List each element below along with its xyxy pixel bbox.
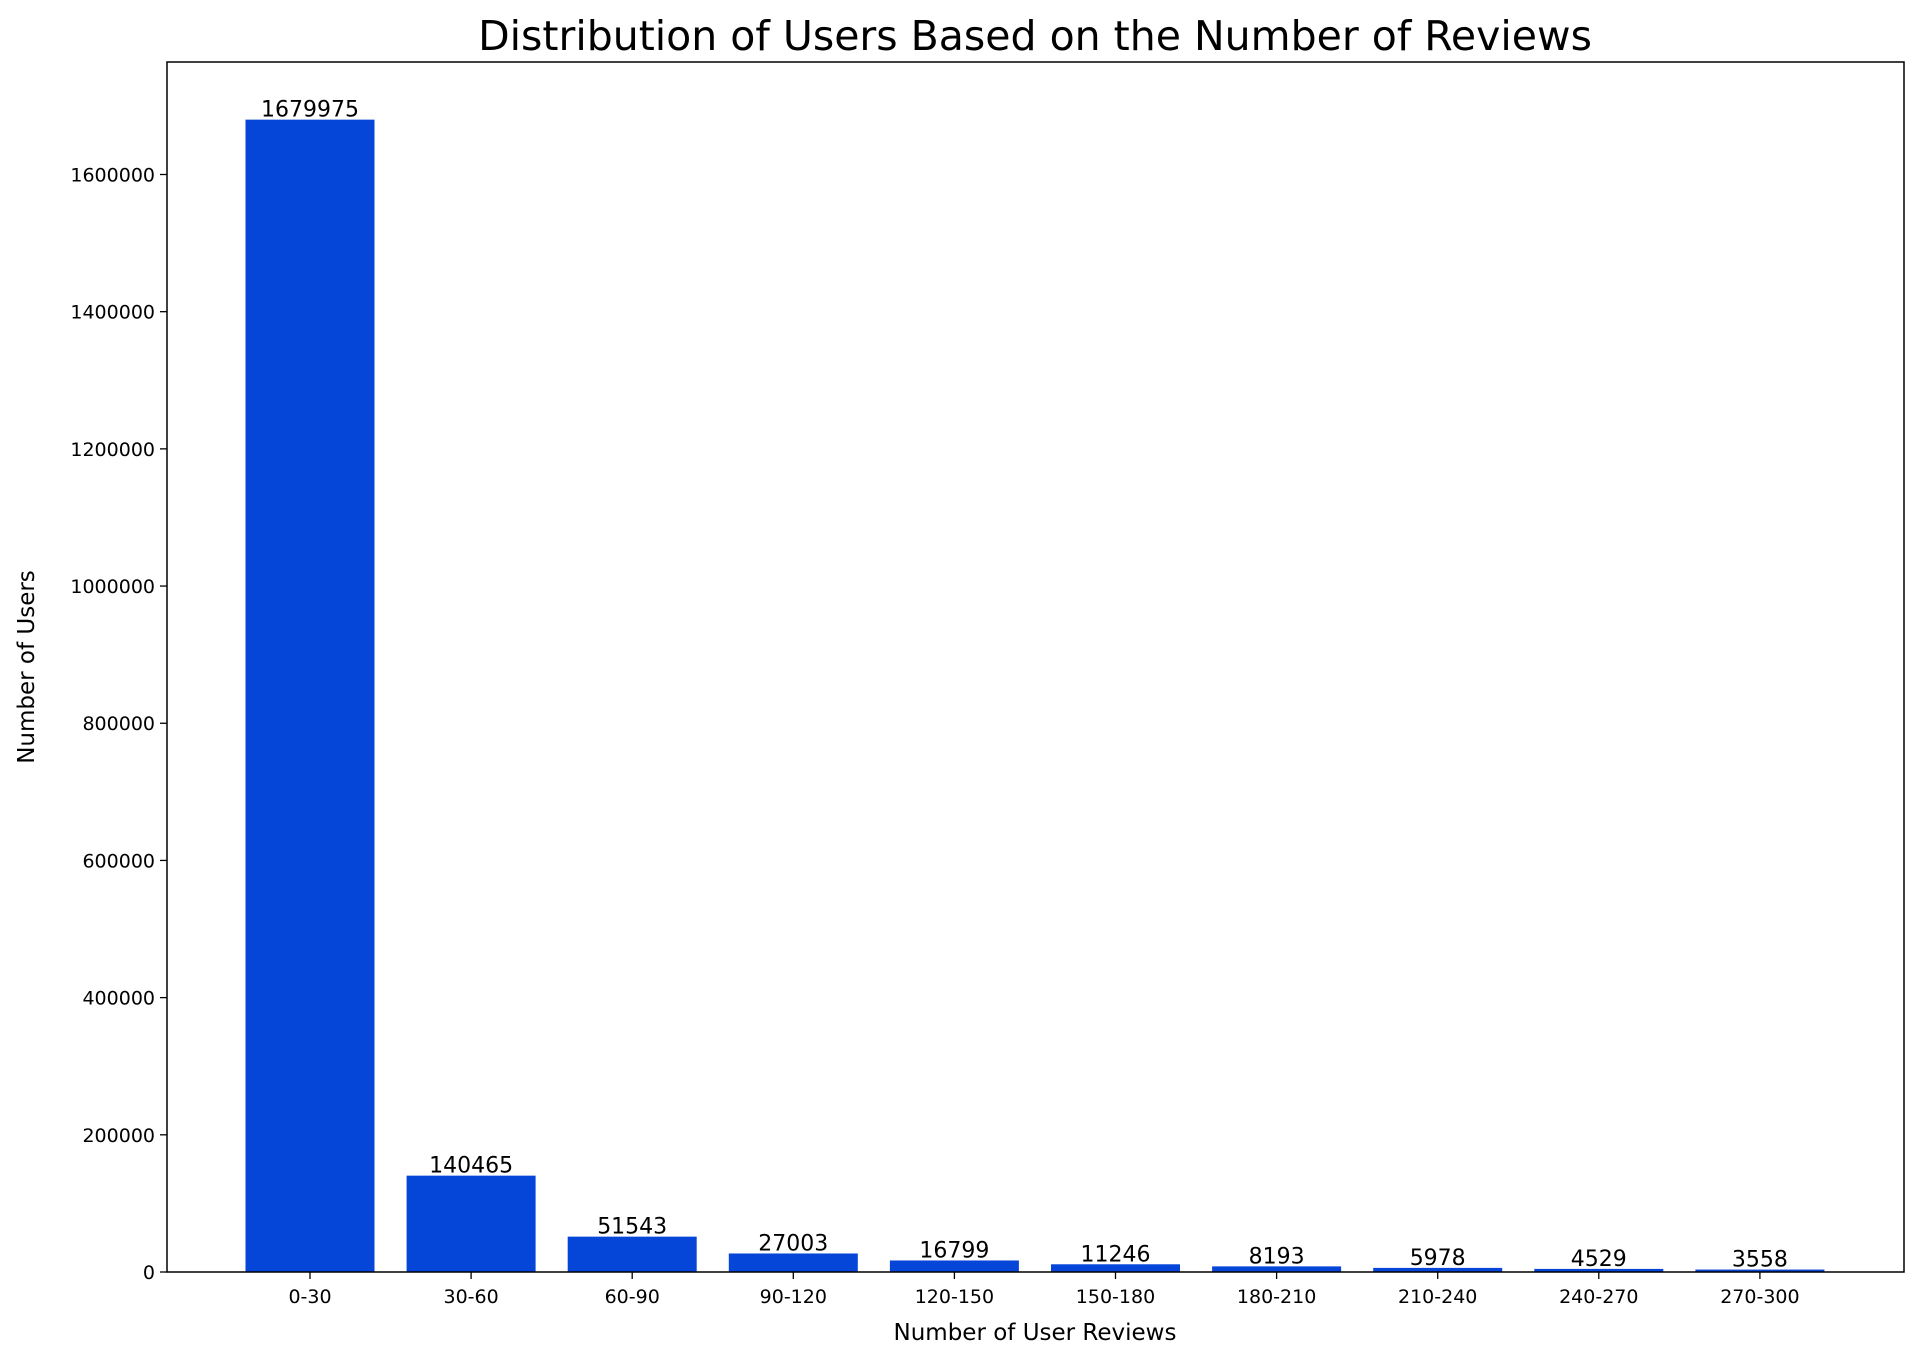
bar-value-label: 4529 — [1571, 1247, 1627, 1272]
bar-120-150 — [889, 1260, 1019, 1272]
bar-90-120 — [728, 1253, 858, 1272]
plot-frame — [166, 61, 1905, 1273]
x-tick-label: 210-240 — [1398, 1286, 1477, 1308]
bar-value-label: 51543 — [597, 1215, 667, 1240]
bar-150-180 — [1051, 1264, 1180, 1272]
bar-labels-group: 1679975 140465 51543 27003 16799 11246 8193 597… — [261, 98, 1788, 1273]
bar-0-30 — [245, 119, 375, 1272]
bar-value-label: 5978 — [1410, 1246, 1466, 1271]
y-tick-label: 200000 — [82, 1125, 155, 1147]
chart-title: Distribution of Users Based on the Numbe… — [478, 12, 1592, 60]
x-tick-label: 30-60 — [443, 1286, 498, 1308]
bars-group — [245, 119, 1825, 1272]
y-tick-label: 0 — [143, 1262, 155, 1284]
x-axis-ticks: 0-30 30-60 60-90 90-120 120-150 150-180 180-21… — [288, 1272, 1800, 1308]
x-tick-label: 90-120 — [760, 1286, 827, 1308]
y-tick-label: 1200000 — [70, 439, 155, 461]
y-tick-label: 600000 — [82, 850, 155, 872]
bar-180-210 — [1212, 1266, 1342, 1272]
y-tick-label: 1400000 — [70, 302, 155, 324]
y-tick-label: 400000 — [82, 988, 155, 1010]
y-axis-label: Number of Users — [14, 570, 40, 764]
x-tick-label: 150-180 — [1076, 1286, 1155, 1308]
x-tick-label: 120-150 — [915, 1286, 994, 1308]
y-axis-ticks: 0 200000 400000 600000 800000 1000000 1200000 1… — [70, 164, 167, 1284]
bar-value-label: 27003 — [758, 1231, 828, 1256]
x-tick-label: 180-210 — [1237, 1286, 1316, 1308]
y-tick-label: 1600000 — [70, 164, 155, 186]
x-tick-label: 270-300 — [1720, 1286, 1799, 1308]
bar-value-label: 1679975 — [261, 98, 359, 123]
y-tick-label: 800000 — [82, 713, 155, 735]
x-axis-label: Number of User Reviews — [894, 1320, 1177, 1346]
bar-value-label: 3558 — [1732, 1248, 1788, 1273]
bar-270-300 — [1695, 1269, 1825, 1272]
bar-value-label: 8193 — [1249, 1244, 1305, 1269]
bar-60-90 — [567, 1236, 697, 1272]
x-tick-label: 60-90 — [605, 1286, 660, 1308]
y-tick-label: 1000000 — [70, 576, 155, 598]
bar-value-label: 11246 — [1081, 1242, 1151, 1267]
bar-240-270 — [1534, 1268, 1664, 1272]
bar-30-60 — [406, 1175, 536, 1272]
x-tick-label: 0-30 — [288, 1286, 331, 1308]
x-tick-label: 240-270 — [1559, 1286, 1638, 1308]
bar-210-240 — [1373, 1267, 1503, 1272]
bar-value-label: 16799 — [919, 1238, 989, 1263]
bar-value-label: 140465 — [429, 1154, 513, 1179]
